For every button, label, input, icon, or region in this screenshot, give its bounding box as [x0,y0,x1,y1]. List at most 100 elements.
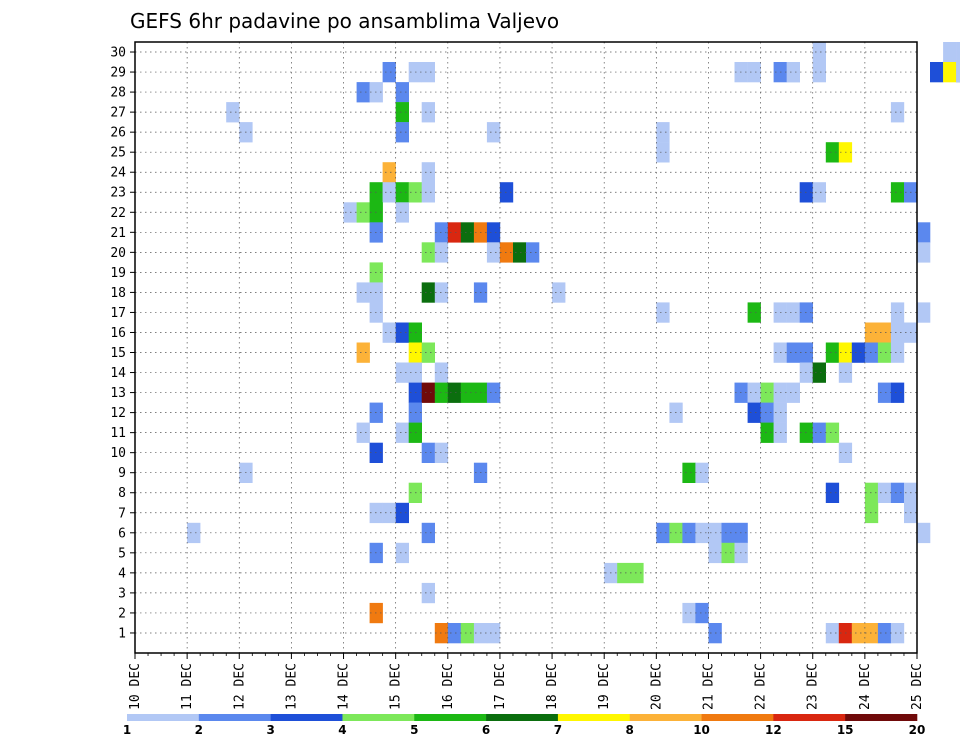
heatmap-cell [917,522,931,544]
heatmap-cell [812,42,826,63]
colorbar-swatch [342,714,415,721]
x-tick-label: 16 DEC [441,663,456,710]
heatmap-cell [395,502,409,524]
heatmap-cell [356,282,370,303]
heatmap-cell [682,602,696,624]
x-tick-label: 19 DEC [597,663,612,710]
colorbar-label: 7 [554,723,562,737]
x-tick-label: 14 DEC [337,663,352,710]
colorbar-swatch [127,714,200,721]
heatmap-cell [421,62,435,83]
heatmap-cell [382,322,396,343]
heatmap-cell [890,382,905,403]
colorbar-label: 5 [410,723,418,737]
heatmap-cell [864,342,879,363]
heatmap-cells [187,42,960,644]
heatmap-cell [812,362,826,383]
y-tick-label: 5 [118,546,126,561]
y-tick-label: 21 [110,226,126,241]
y-tick-label: 10 [110,446,126,461]
heatmap-cell [630,562,644,584]
y-tick-label: 8 [118,486,126,501]
colorbar-label: 1 [123,723,131,737]
heatmap-cell [943,62,957,83]
heatmap-cell [890,182,905,203]
heatmap-cell [382,62,396,83]
heatmap-cell [395,182,409,203]
y-tick-label: 18 [110,286,126,301]
heatmap-cell [695,522,709,544]
y-tick-label: 25 [110,146,126,161]
y-tick-label: 26 [110,126,126,141]
heatmap-cell [486,122,501,143]
y-tick-label: 11 [110,426,126,441]
y-tick-label: 14 [110,366,126,381]
y-tick-label: 27 [110,106,126,121]
y-tick-label: 7 [118,506,126,521]
heatmap-cell [486,222,501,243]
x-tick-label: 17 DEC [493,663,508,710]
x-tick-label: 25 DEC [910,663,925,710]
heatmap-cell [395,422,409,443]
heatmap-cell [956,42,960,63]
heatmap-cell [890,322,905,343]
heatmap-cell [682,522,696,544]
colorbar-swatch [270,714,343,721]
heatmap-cell [395,362,409,383]
heatmap-cell [825,422,840,443]
heatmap-cell [877,482,892,503]
y-tick-label: 20 [110,246,126,261]
heatmap-cell [617,562,631,584]
colorbar-label: 3 [266,723,274,737]
y-tick-label: 2 [118,606,126,621]
heatmap-cell [890,302,905,323]
colorbar-swatch [486,714,559,721]
heatmap-cell [760,422,774,443]
heatmap-cell [786,62,800,83]
heatmap-cell [421,182,435,203]
heatmap-cell [877,382,892,403]
colorbar-swatch [198,714,271,721]
heatmap-cell [825,142,840,163]
heatmap-cell [851,342,866,363]
heatmap-cell [864,502,879,524]
heatmap-cell [877,322,892,343]
y-tick-label: 28 [110,86,126,101]
heatmap-cell [486,623,501,644]
x-tick-label: 20 DEC [649,663,664,710]
heatmap-cell [356,202,370,223]
heatmap-cell [786,382,800,403]
heatmap-cell [890,482,905,503]
heatmap-cell [447,623,462,644]
y-tick-label: 19 [110,266,126,281]
x-tick-label: 18 DEC [545,663,560,710]
heatmap-cell [890,342,905,363]
heatmap-cell [382,502,396,524]
colorbar-swatch [414,714,487,721]
heatmap-cell [421,582,435,604]
colorbar-label: 12 [765,723,782,737]
y-tick-label: 29 [110,66,126,81]
y-tick-label: 6 [118,526,126,541]
heatmap-cell [747,402,761,423]
heatmap-cell [447,382,462,403]
heatmap-cell [421,242,435,263]
heatmap-cell [499,242,514,263]
heatmap-cell [460,623,475,644]
y-tick-label: 12 [110,406,126,421]
heatmap-cell [877,342,892,363]
heatmap-cell [356,342,370,363]
y-tick-label: 22 [110,206,126,221]
colorbar-label: 15 [837,723,854,737]
colorbar-label: 4 [338,723,346,737]
y-tick-label: 4 [118,566,126,581]
heatmap-cell [890,102,905,123]
x-tick-label: 23 DEC [806,663,821,710]
heatmap-cell [513,242,527,263]
heatmap-cell [851,623,866,644]
heatmap-cell [812,422,826,443]
heatmap-cell [395,542,409,564]
x-tick-label: 24 DEC [858,663,873,710]
colorbar-label: 8 [626,723,634,737]
